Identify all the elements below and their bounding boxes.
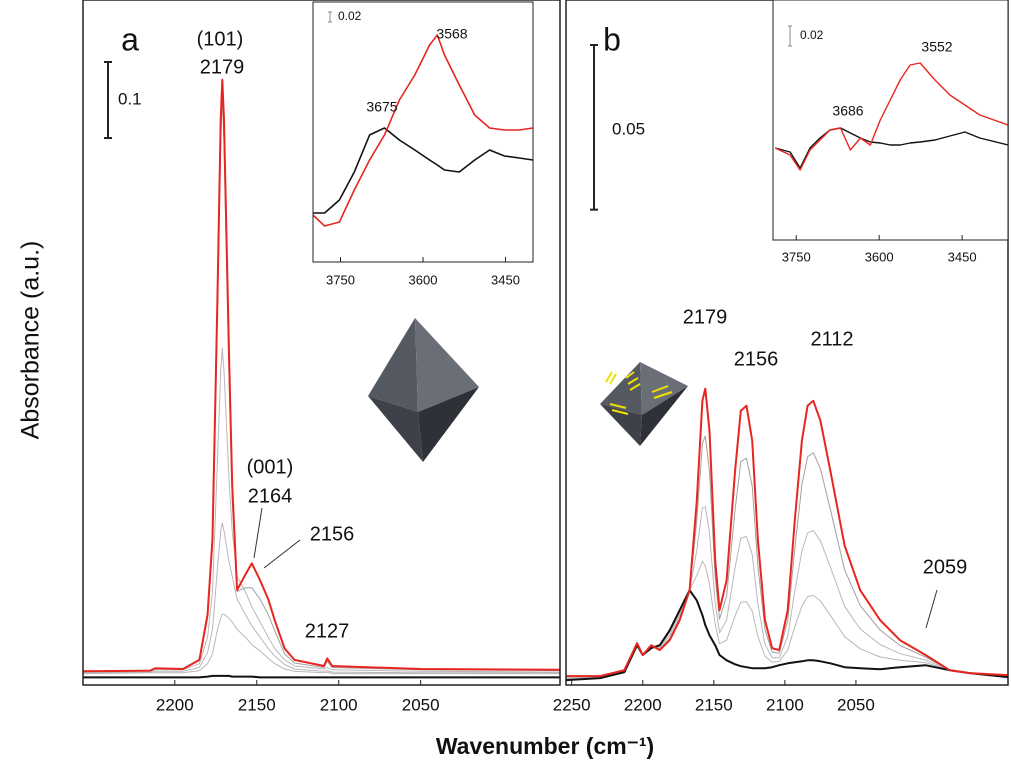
peak-annotation: 2156 — [734, 348, 779, 370]
peak-annotation: 2156 — [310, 523, 355, 545]
inset: 3750 3600 3450 0.02 3675 3568 — [313, 2, 533, 287]
spectrum-line — [566, 562, 1008, 680]
inset-background — [313, 2, 533, 262]
peak-annotation: 2059 — [923, 556, 968, 578]
peak-annotation: 2164 — [248, 485, 293, 507]
x-tick-label: 3450 — [948, 249, 977, 264]
spectrum-line — [83, 676, 560, 678]
y-axis-label: Absorbance (a.u.) — [17, 241, 45, 440]
x-tick-label: 2250 — [553, 695, 591, 714]
peak-annotation: 2127 — [305, 620, 350, 642]
peak-annotation: 3552 — [921, 39, 952, 55]
peak-annotation: 2179 — [200, 56, 245, 78]
x-tick-label: 3600 — [409, 272, 438, 287]
x-tick-label: 2100 — [766, 695, 804, 714]
x-tick-label: 2100 — [320, 695, 358, 714]
octahedron-a — [368, 318, 479, 462]
x-tick-label: 3750 — [326, 272, 355, 287]
peak-annotation: 3568 — [436, 26, 467, 42]
x-tick-label: 2200 — [624, 695, 662, 714]
spectrum-line — [83, 523, 560, 673]
peak-annotation: (001) — [247, 456, 294, 478]
peak-annotation: (101) — [197, 28, 244, 50]
scale-bar-label: 0.02 — [338, 9, 362, 23]
peak-annotation: 2179 — [683, 306, 728, 328]
x-tick-label: 2050 — [402, 695, 440, 714]
x-tick-label: 2050 — [837, 695, 875, 714]
panel-label: b — [603, 21, 621, 57]
panel-label: a — [121, 21, 139, 57]
x-tick-label: 2200 — [156, 695, 194, 714]
octahedron-b — [600, 362, 688, 446]
inset: 3750 3600 3450 0.02 3686 3552 — [773, 0, 1008, 264]
peak-annotation: 3686 — [832, 103, 863, 119]
x-tick-label: 2150 — [695, 695, 733, 714]
scale-bar-label: 0.02 — [800, 28, 824, 42]
scale-bar-label: 0.1 — [118, 89, 142, 108]
peak-annotation: 2112 — [810, 328, 853, 350]
figure: Absorbance (a.u.) Wavenumber (cm⁻¹) 2200… — [0, 0, 1011, 767]
x-tick-label: 3450 — [491, 272, 520, 287]
scale-bar-label: 0.05 — [612, 119, 645, 138]
x-tick-label: 3750 — [782, 249, 811, 264]
x-axis-label: Wavenumber (cm⁻¹) — [436, 733, 654, 759]
peak-annotation: 3675 — [366, 99, 397, 115]
x-tick-label: 2150 — [238, 695, 276, 714]
x-tick-label: 3600 — [865, 249, 894, 264]
